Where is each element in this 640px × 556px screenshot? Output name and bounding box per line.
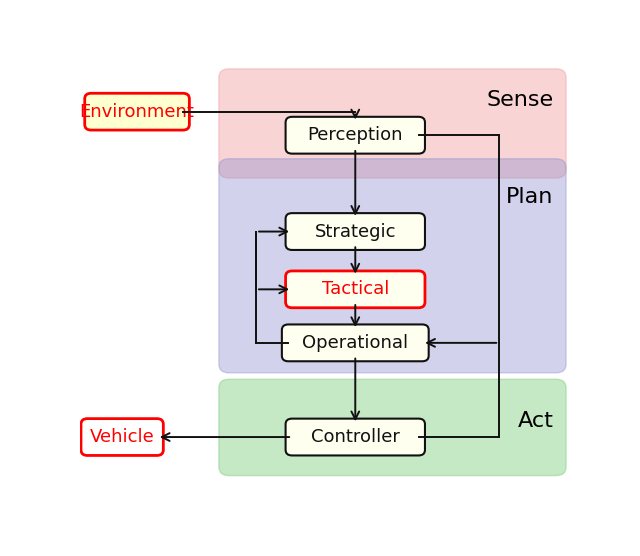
Text: Plan: Plan [506, 187, 554, 207]
Text: Perception: Perception [308, 126, 403, 144]
Text: Strategic: Strategic [314, 222, 396, 241]
FancyBboxPatch shape [285, 117, 425, 153]
FancyBboxPatch shape [285, 271, 425, 308]
FancyBboxPatch shape [219, 379, 566, 475]
FancyBboxPatch shape [282, 325, 429, 361]
FancyBboxPatch shape [81, 419, 163, 455]
Text: Act: Act [518, 411, 554, 431]
Text: Operational: Operational [302, 334, 408, 352]
Text: Controller: Controller [311, 428, 400, 446]
Text: Sense: Sense [486, 90, 554, 110]
FancyBboxPatch shape [285, 419, 425, 455]
FancyBboxPatch shape [219, 69, 566, 178]
Text: Environment: Environment [79, 103, 195, 121]
FancyBboxPatch shape [219, 159, 566, 373]
Text: Tactical: Tactical [321, 280, 389, 299]
Text: Vehicle: Vehicle [90, 428, 154, 446]
FancyBboxPatch shape [84, 93, 189, 130]
FancyBboxPatch shape [285, 213, 425, 250]
